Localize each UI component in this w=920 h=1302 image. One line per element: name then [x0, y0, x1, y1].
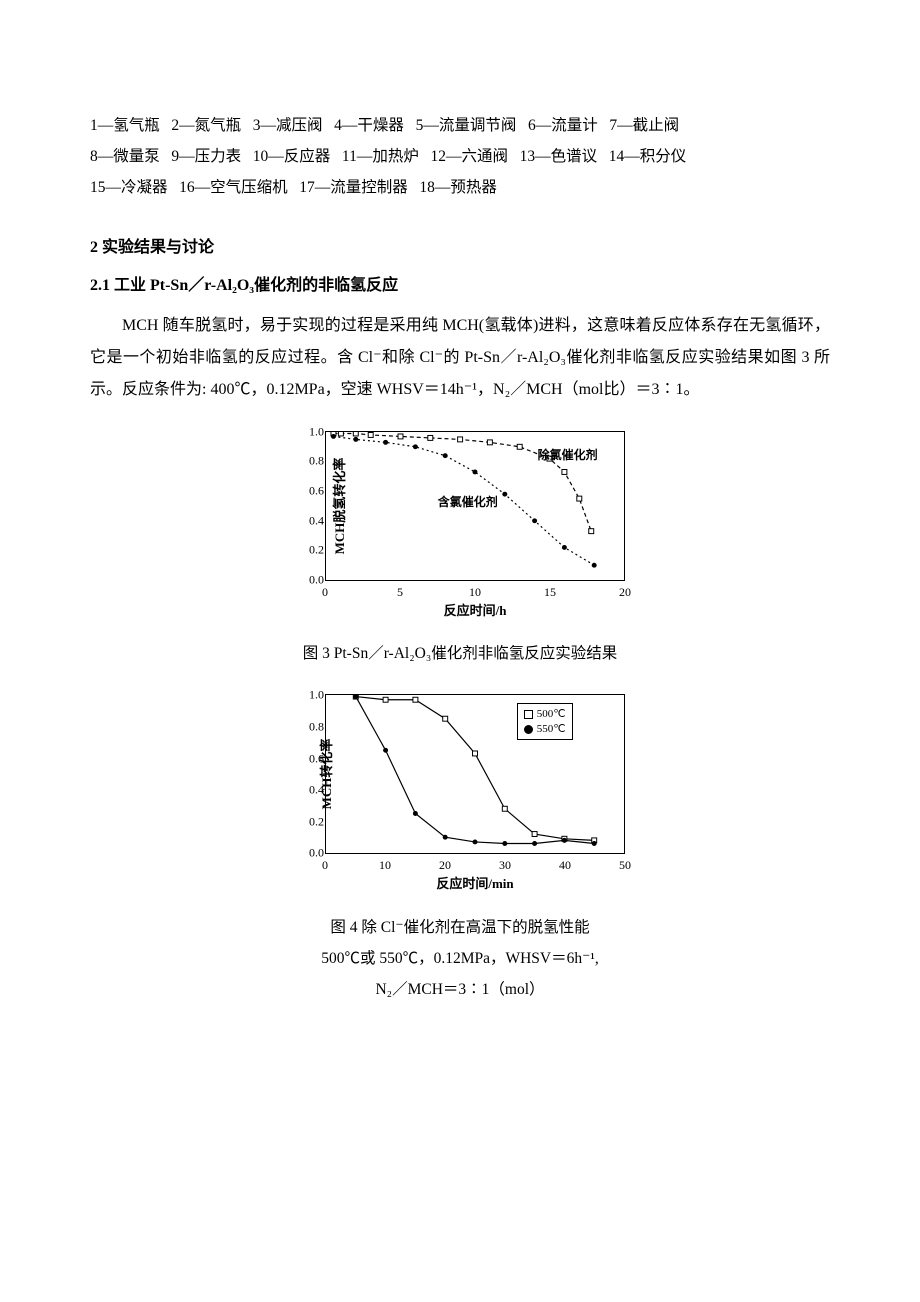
legend-item: 4—干燥器 [334, 117, 404, 134]
legend-item: 18—预热器 [419, 179, 497, 196]
fig3-x-ticks: 05101520 [325, 581, 625, 597]
legend-item: 9—压力表 [171, 148, 241, 165]
figure-3-chart: MCH脱氢转化率 0.00.20.40.60.81.0 除氯催化剂 含氯催化剂 … [295, 431, 625, 624]
fig4-plot-area [326, 695, 624, 853]
legend-item: 1—氢气瓶 [90, 117, 160, 134]
fig4-legend-500: 500℃ [537, 708, 566, 720]
legend-item: 5—流量调节阀 [416, 117, 517, 134]
legend-item: 10—反应器 [253, 148, 331, 165]
legend-item: 6—流量计 [528, 117, 598, 134]
fig4-legend: 500℃ 550℃ [517, 703, 573, 740]
fig3-label-chlorinated: 含氯催化剂 [438, 491, 498, 514]
legend-item: 15—冷凝器 [90, 179, 168, 196]
fig4-caption-line1: 图 4 除 Cl⁻催化剂在高温下的脱氢性能 [90, 912, 830, 943]
fig4-caption-line2: 500℃或 550℃，0.12MPa，WHSV＝6h⁻¹, [90, 943, 830, 974]
legend-item: 11—加热炉 [342, 148, 419, 165]
fig4-caption-line3: N₂／MCH＝3∶1（mol） [90, 974, 830, 1005]
body-paragraph: MCH 随车脱氢时，易于实现的过程是采用纯 MCH(氢载体)进料，这意味着反应体… [90, 310, 830, 406]
legend-item: 2—氮气瓶 [171, 117, 241, 134]
fig4-legend-550: 550℃ [537, 723, 566, 735]
legend-item: 8—微量泵 [90, 148, 160, 165]
figure-3-caption: 图 3 Pt-Sn／r-Al₂O₃催化剂非临氢反应实验结果 [90, 638, 830, 669]
fig4-x-label: 反应时间/min [325, 872, 625, 897]
fig3-y-ticks: 0.00.20.40.60.81.0 [296, 432, 324, 580]
fig4-y-ticks: 0.00.20.40.60.81.0 [296, 695, 324, 853]
legend-item: 7—截止阀 [609, 117, 679, 134]
figure-4-chart: MCH转化率 0.00.20.40.60.81.0 500℃ 550℃ 0102… [295, 694, 625, 897]
legend-item: 16—空气压缩机 [179, 179, 288, 196]
figure-4-caption: 图 4 除 Cl⁻催化剂在高温下的脱氢性能 500℃或 550℃，0.12MPa… [90, 912, 830, 1005]
equipment-legend: 1—氢气瓶 2—氮气瓶 3—减压阀 4—干燥器 5—流量调节阀 6—流量计 7—… [90, 110, 830, 203]
legend-item: 3—减压阀 [253, 117, 323, 134]
fig3-label-dechlorinated: 除氯催化剂 [538, 444, 598, 467]
legend-item: 12—六通阀 [430, 148, 508, 165]
legend-item: 13—色谱议 [520, 148, 598, 165]
legend-item: 14—积分仪 [609, 148, 687, 165]
section-2-1-heading: 2.1 工业 Pt-Sn／r-Al₂O₃催化剂的非临氢反应 [90, 271, 830, 301]
section-2-heading: 2 实验结果与讨论 [90, 233, 830, 263]
legend-item: 17—流量控制器 [299, 179, 408, 196]
fig4-x-ticks: 01020304050 [325, 854, 625, 870]
